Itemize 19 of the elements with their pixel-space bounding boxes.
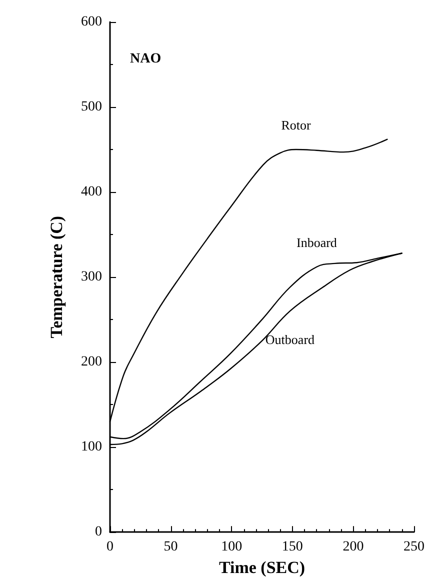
y-tick-label: 300 <box>81 270 102 285</box>
x-tick-label: 200 <box>342 540 364 555</box>
series-label: Outboard <box>265 332 316 348</box>
series-label: Rotor <box>281 118 312 133</box>
x-tick-label: 0 <box>106 540 114 555</box>
y-tick-label: 200 <box>81 354 102 370</box>
y-tick-label: 100 <box>81 440 102 455</box>
series-label: Inboard <box>296 234 338 250</box>
x-tick-label: 250 <box>404 540 424 555</box>
x-axis-title: Time (SEC) <box>218 558 306 577</box>
annotation: NAO <box>130 52 162 66</box>
x-tick-label: 150 <box>282 540 303 555</box>
y-tick-label: 0 <box>95 524 102 540</box>
y-tick-label: 400 <box>81 184 102 200</box>
y-tick-label: 500 <box>81 100 102 115</box>
y-tick-label: 600 <box>81 14 102 30</box>
x-tick-label: 50 <box>164 540 178 555</box>
y-axis-title: Temperature (C) <box>47 216 66 338</box>
x-tick-label: 100 <box>221 540 242 555</box>
